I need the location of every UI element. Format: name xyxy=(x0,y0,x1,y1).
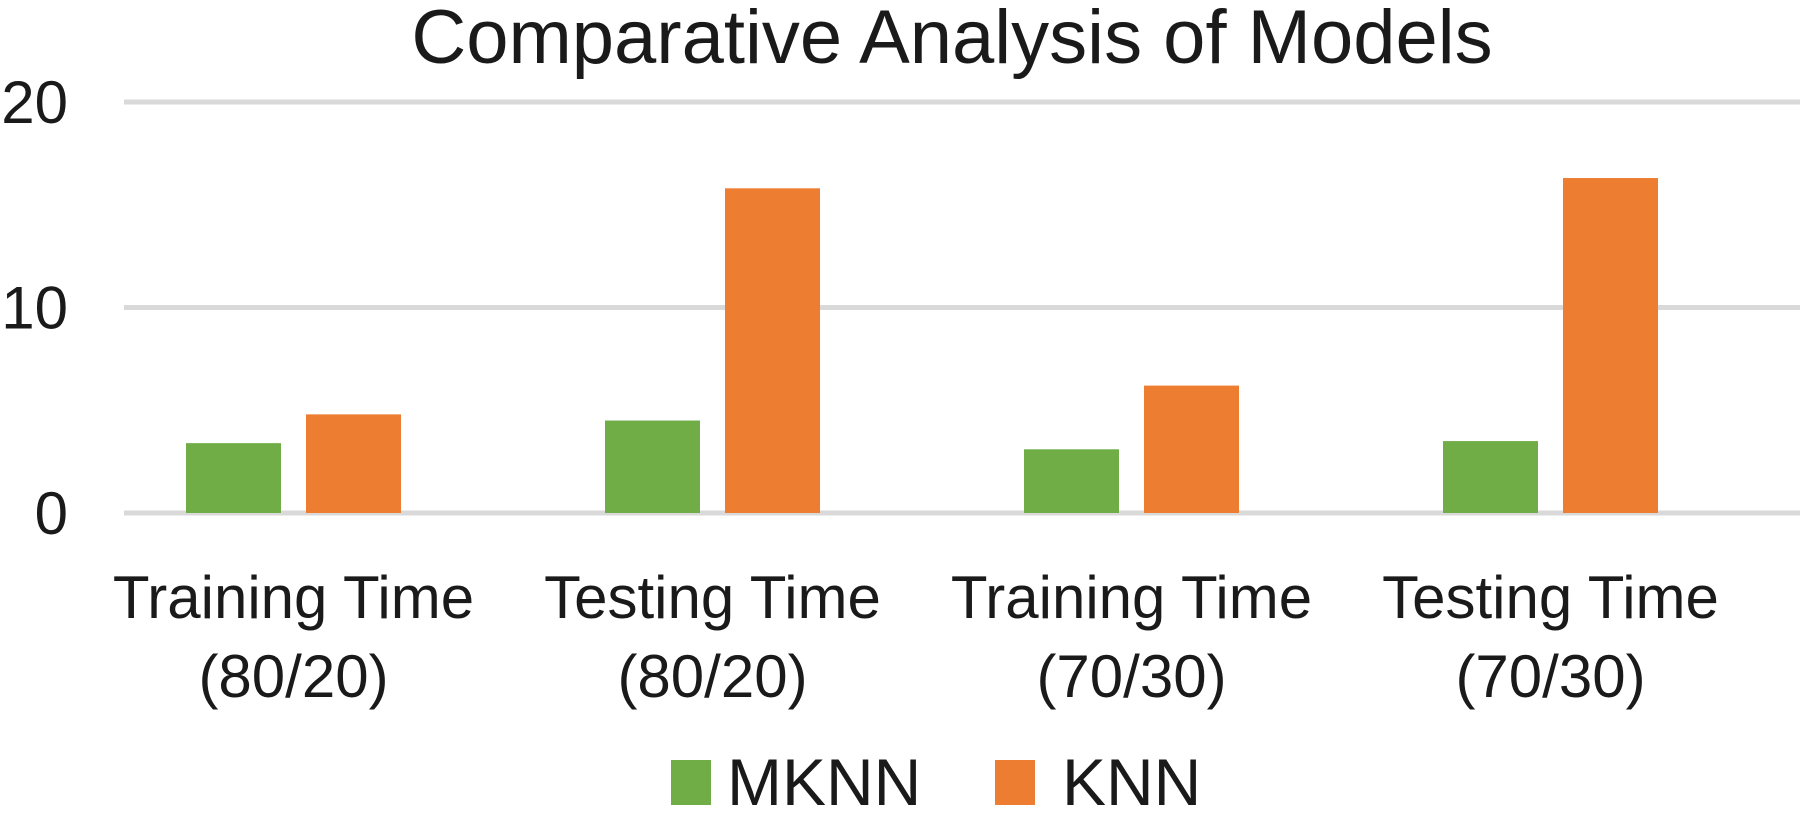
x-category-label: Testing Time (70/30) xyxy=(1382,564,1719,710)
bar-knn xyxy=(725,188,820,513)
bar-mknn xyxy=(186,443,281,513)
x-category-label: Training Time (70/30) xyxy=(951,564,1312,710)
x-category-label: Training Time (80/20) xyxy=(113,564,474,710)
y-axis-ticks: 0 10 20 xyxy=(1,69,68,547)
bars xyxy=(186,178,1658,513)
legend-label-knn: KNN xyxy=(1062,745,1201,819)
legend-label-mknn: MKNN xyxy=(727,745,921,819)
bar-knn xyxy=(1563,178,1658,513)
y-tick-label: 10 xyxy=(1,275,68,342)
legend: MKNN KNN xyxy=(671,745,1201,819)
bar-knn xyxy=(1144,385,1239,513)
bar-mknn xyxy=(605,420,700,513)
bar-knn xyxy=(306,414,401,513)
y-tick-label: 20 xyxy=(1,69,68,136)
x-category-label: Testing Time (80/20) xyxy=(544,564,881,710)
legend-swatch-mknn xyxy=(671,760,711,805)
bar-mknn xyxy=(1024,449,1119,513)
legend-swatch-knn xyxy=(995,760,1035,805)
y-tick-label: 0 xyxy=(35,480,68,547)
x-axis-categories: Training Time (80/20) Testing Time (80/20) T… xyxy=(113,564,1719,710)
chart-title: Comparative Analysis of Models xyxy=(411,0,1492,80)
bar-mknn xyxy=(1443,441,1538,513)
